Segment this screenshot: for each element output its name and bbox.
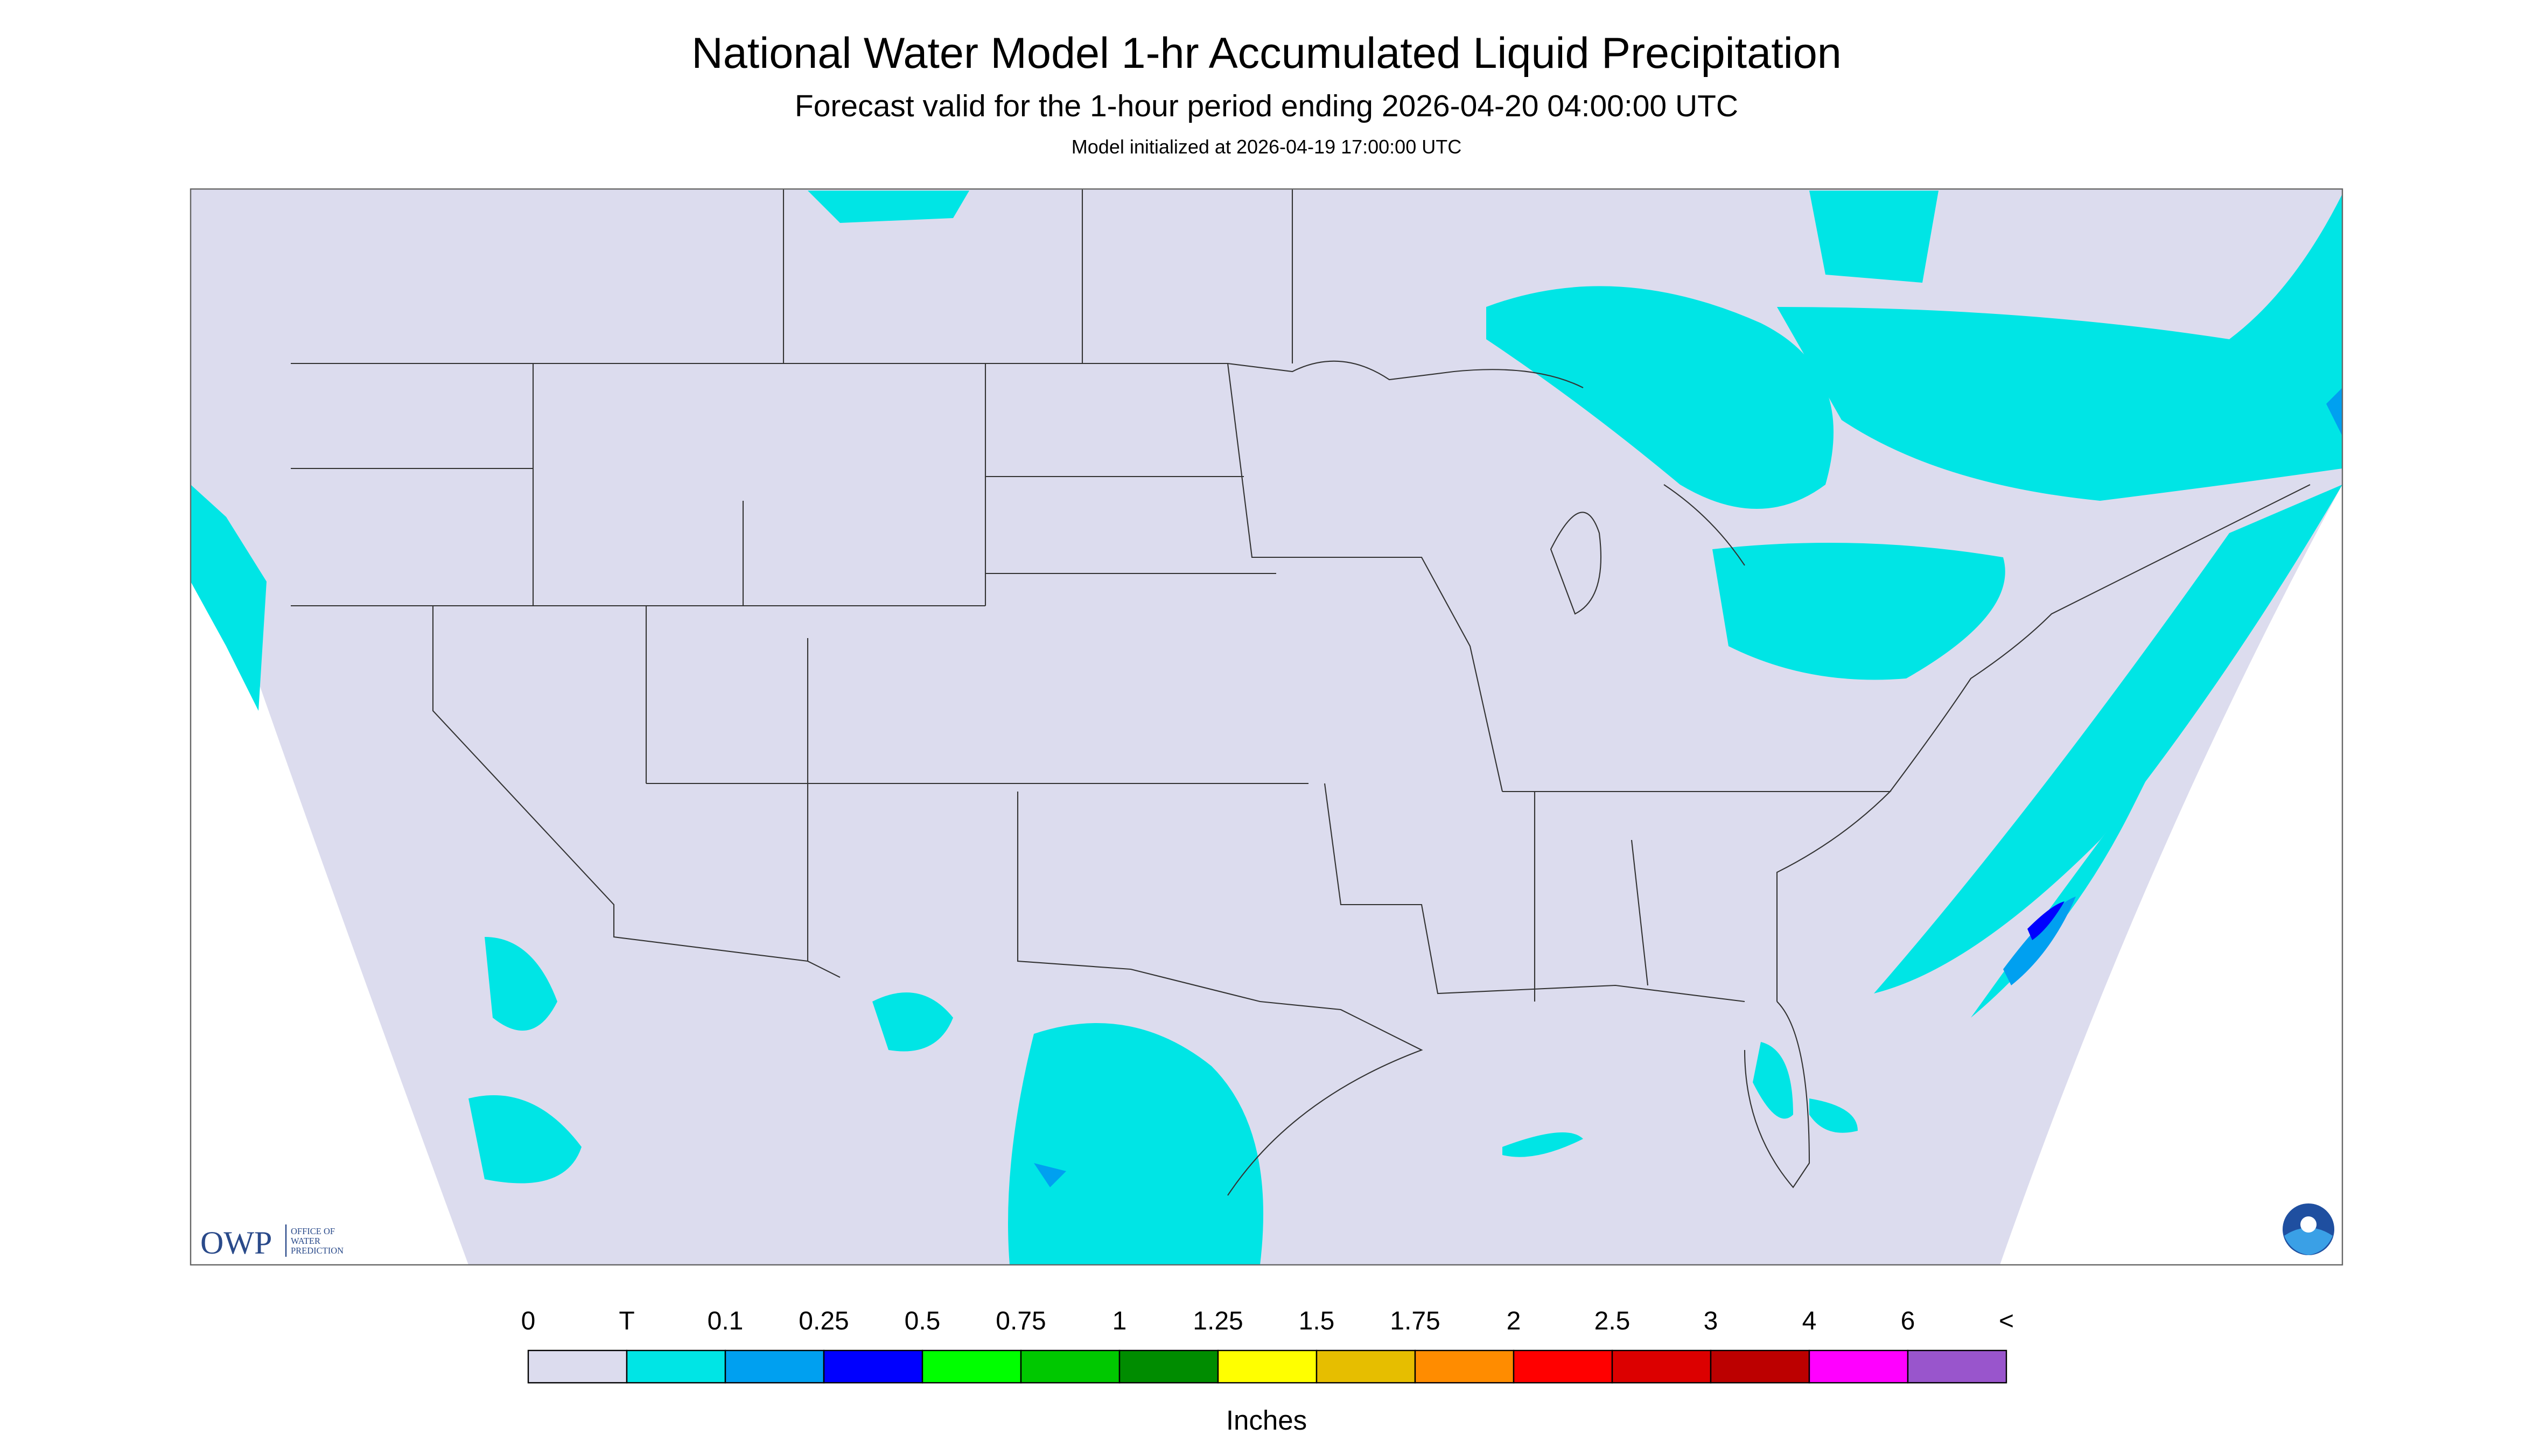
precip-trace xyxy=(191,191,2342,1265)
precip-moderate xyxy=(2027,901,2065,941)
legend-swatch xyxy=(1316,1349,1416,1384)
legend-unit: Inches xyxy=(1226,1405,1307,1436)
logo-line: WATER xyxy=(291,1236,320,1246)
legend-label: 0.1 xyxy=(708,1307,744,1335)
legend-label: 1.25 xyxy=(1193,1307,1243,1335)
borders xyxy=(291,189,2311,1196)
legend-swatch xyxy=(724,1349,825,1384)
legend-swatch xyxy=(1217,1349,1318,1384)
legend-label: 2 xyxy=(1507,1307,1521,1335)
owp-logo: OWP OFFICE OF WATER PREDICTION xyxy=(200,1224,344,1261)
legend-swatch xyxy=(823,1349,923,1384)
logo-line: OFFICE OF xyxy=(291,1226,335,1236)
legend-label: 6 xyxy=(1901,1307,1915,1335)
legend-label: 0.5 xyxy=(905,1307,941,1335)
map-frame xyxy=(190,188,2343,1266)
legend-label: < xyxy=(1999,1307,2014,1335)
legend-label: 0.75 xyxy=(996,1307,1046,1335)
legend-label: 1 xyxy=(1112,1307,1127,1335)
map-panel: OWP OFFICE OF WATER PREDICTION xyxy=(190,188,2343,1266)
legend-swatch xyxy=(1907,1349,2007,1384)
legend-swatch xyxy=(1513,1349,1613,1384)
legend: Inches 0 T 0.1 0.25 0.5 0.75 1 1.25 1.5 1.75 2 2.5 3… xyxy=(521,1307,2014,1436)
subtitle: Forecast valid for the 1-hour period end… xyxy=(795,89,1738,123)
logo-name: OWP xyxy=(200,1225,272,1261)
init-note: Model initialized at 2026-04-19 17:00:00… xyxy=(1072,136,1461,158)
legend-swatch xyxy=(1414,1349,1515,1384)
legend-label: 1.5 xyxy=(1299,1307,1335,1335)
outside-domain-right xyxy=(2000,485,2342,1265)
legend-swatch xyxy=(1020,1349,1121,1384)
legend-swatch xyxy=(527,1349,628,1384)
legend-label: 0.25 xyxy=(799,1307,849,1335)
legend-swatch xyxy=(1808,1349,1909,1384)
noaa-logo xyxy=(2283,1203,2334,1256)
legend-label: 1.75 xyxy=(1390,1307,1440,1335)
outside-domain-left xyxy=(191,485,468,1265)
legend-swatch xyxy=(626,1349,726,1384)
legend-swatch xyxy=(1118,1349,1219,1384)
logo-line: PREDICTION xyxy=(291,1245,344,1256)
legend-swatch xyxy=(1611,1349,1712,1384)
precip-light xyxy=(1034,388,2342,1188)
legend-label: T xyxy=(619,1307,634,1335)
legend-label: 3 xyxy=(1704,1307,1718,1335)
legend-label: 0 xyxy=(521,1307,536,1335)
legend-swatch xyxy=(921,1349,1022,1384)
legend-swatch xyxy=(1710,1349,1810,1384)
legend-label: 2.5 xyxy=(1594,1307,1631,1335)
title: National Water Model 1-hr Accumulated Li… xyxy=(691,29,1842,78)
legend-label: 4 xyxy=(1802,1307,1817,1335)
